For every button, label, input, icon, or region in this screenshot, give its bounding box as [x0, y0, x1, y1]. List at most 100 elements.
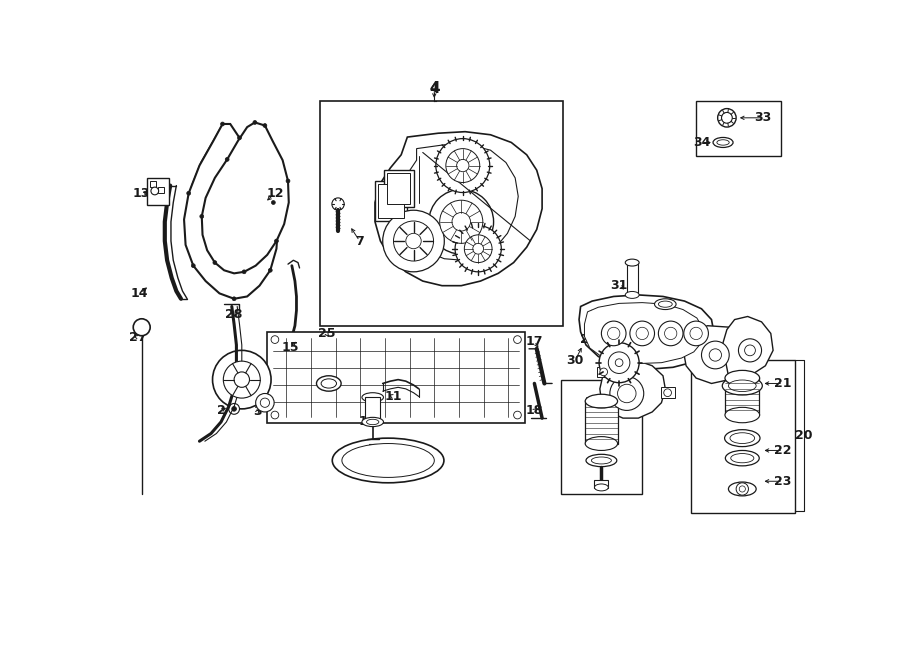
- Text: 2: 2: [217, 404, 225, 417]
- Text: 3: 3: [253, 405, 262, 418]
- Text: 4: 4: [430, 82, 438, 95]
- Ellipse shape: [728, 380, 756, 391]
- Polygon shape: [202, 122, 289, 274]
- Circle shape: [456, 159, 469, 172]
- Ellipse shape: [725, 450, 760, 466]
- Text: 32: 32: [649, 302, 666, 315]
- Text: 18: 18: [526, 404, 543, 417]
- Ellipse shape: [659, 301, 672, 307]
- Text: 10: 10: [358, 416, 376, 428]
- Circle shape: [659, 321, 683, 346]
- Text: 11: 11: [384, 390, 402, 403]
- Circle shape: [452, 213, 471, 231]
- Circle shape: [736, 483, 749, 495]
- Ellipse shape: [626, 292, 639, 298]
- Text: 21: 21: [774, 377, 792, 390]
- Circle shape: [223, 361, 260, 398]
- Text: 19: 19: [598, 358, 615, 371]
- Circle shape: [286, 179, 290, 183]
- Circle shape: [406, 233, 421, 249]
- Circle shape: [192, 264, 195, 268]
- Circle shape: [200, 214, 203, 218]
- Text: 15: 15: [282, 341, 299, 354]
- Bar: [626, 262, 638, 295]
- Circle shape: [472, 243, 483, 254]
- Text: 23: 23: [774, 475, 792, 488]
- Circle shape: [464, 235, 492, 262]
- Circle shape: [455, 225, 501, 272]
- Circle shape: [599, 368, 608, 375]
- Ellipse shape: [332, 438, 444, 483]
- Ellipse shape: [728, 482, 756, 496]
- Polygon shape: [584, 303, 704, 364]
- Circle shape: [133, 319, 150, 336]
- Circle shape: [263, 124, 266, 128]
- Ellipse shape: [586, 454, 616, 467]
- Ellipse shape: [366, 419, 379, 424]
- Ellipse shape: [595, 484, 608, 491]
- Ellipse shape: [362, 417, 383, 426]
- Circle shape: [229, 403, 239, 414]
- Ellipse shape: [585, 394, 617, 408]
- Text: 27: 27: [129, 330, 147, 344]
- Text: 30: 30: [566, 354, 584, 367]
- Text: 17: 17: [526, 334, 544, 348]
- Ellipse shape: [626, 259, 639, 266]
- Circle shape: [242, 270, 246, 274]
- Bar: [375, 181, 408, 221]
- Ellipse shape: [591, 457, 611, 464]
- Polygon shape: [400, 145, 518, 260]
- Circle shape: [514, 411, 521, 419]
- Circle shape: [684, 321, 708, 346]
- Text: 7: 7: [356, 235, 364, 247]
- Text: 4: 4: [429, 81, 439, 96]
- Circle shape: [440, 200, 482, 243]
- Bar: [150, 181, 157, 187]
- Bar: [320, 101, 562, 326]
- Text: 25: 25: [318, 327, 335, 340]
- Circle shape: [738, 339, 761, 362]
- Text: 31: 31: [610, 279, 628, 292]
- Text: 5: 5: [319, 379, 327, 392]
- Bar: [690, 360, 795, 513]
- Circle shape: [617, 384, 636, 403]
- Circle shape: [213, 260, 217, 264]
- Bar: [378, 184, 404, 218]
- Circle shape: [610, 377, 644, 410]
- Bar: [725, 378, 760, 415]
- Circle shape: [232, 297, 236, 301]
- Bar: [585, 401, 617, 444]
- Text: 12: 12: [266, 187, 284, 200]
- Circle shape: [268, 268, 272, 272]
- Bar: [267, 332, 526, 423]
- Circle shape: [739, 486, 745, 492]
- Circle shape: [225, 157, 230, 161]
- Ellipse shape: [585, 437, 617, 450]
- Circle shape: [690, 327, 702, 340]
- Circle shape: [616, 359, 623, 367]
- Polygon shape: [723, 317, 773, 379]
- Ellipse shape: [730, 433, 754, 444]
- Polygon shape: [683, 326, 748, 383]
- Bar: [597, 367, 610, 377]
- Circle shape: [664, 327, 677, 340]
- Circle shape: [212, 350, 271, 409]
- Circle shape: [701, 341, 729, 369]
- Circle shape: [271, 411, 279, 419]
- Bar: [147, 178, 168, 205]
- Ellipse shape: [717, 139, 729, 145]
- Text: 14: 14: [130, 287, 148, 300]
- Circle shape: [664, 389, 671, 397]
- Circle shape: [717, 108, 736, 127]
- Text: 34: 34: [693, 136, 710, 149]
- Circle shape: [382, 210, 445, 272]
- Bar: [365, 397, 381, 422]
- Text: 16: 16: [620, 404, 638, 417]
- Circle shape: [636, 327, 648, 340]
- Circle shape: [232, 407, 237, 411]
- Circle shape: [274, 239, 278, 243]
- Text: 20: 20: [796, 428, 813, 442]
- Polygon shape: [599, 360, 665, 418]
- Ellipse shape: [724, 430, 760, 447]
- Text: 33: 33: [754, 111, 771, 124]
